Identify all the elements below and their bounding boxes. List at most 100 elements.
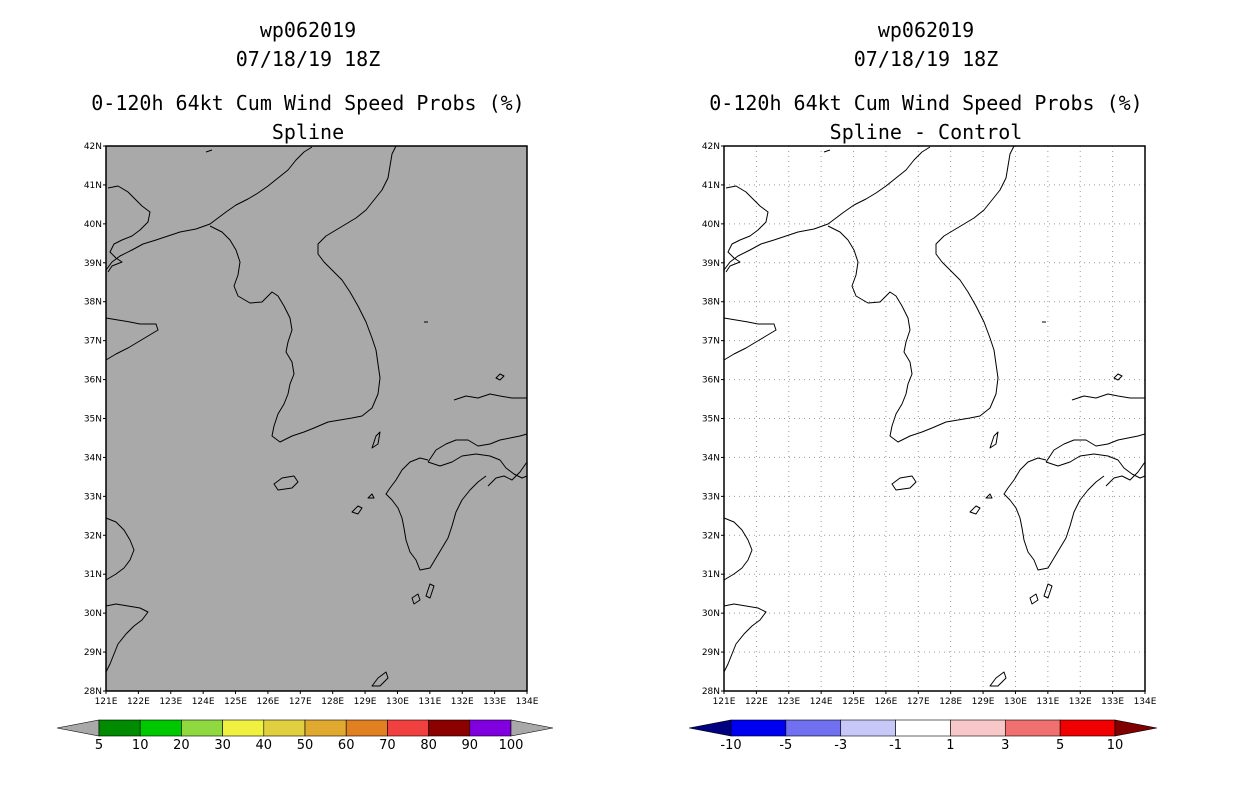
colorbar-label: 40 (256, 738, 273, 753)
lat-label: 35N (702, 415, 720, 425)
lon-label: 126E (256, 697, 279, 707)
lon-label: 131E (1036, 697, 1059, 707)
lat-label: 36N (84, 376, 102, 386)
lon-label: 134E (1134, 697, 1157, 707)
colorbar-label: 5 (95, 738, 103, 753)
colorbar-swatch (98, 719, 141, 737)
lon-label: 129E (972, 697, 995, 707)
lon-label: 122E (127, 697, 150, 707)
colorbar-label: 70 (379, 738, 396, 753)
lat-label: 40N (702, 220, 720, 230)
lat-label: 37N (84, 337, 102, 347)
panel-title-line-2: 07/18/19 18Z (236, 47, 381, 71)
lat-label: 42N (702, 142, 720, 152)
lon-label: 129E (354, 697, 377, 707)
lat-label: 29N (84, 648, 102, 658)
lat-label: 41N (702, 181, 720, 191)
colorbar-label: 50 (297, 738, 314, 753)
colorbar-swatch (222, 719, 265, 737)
lon-label: 131E (418, 697, 441, 707)
colorbar-swatch (1004, 719, 1061, 737)
gridlines (724, 146, 1145, 691)
lon-label: 123E (777, 697, 800, 707)
lat-label: 31N (84, 570, 102, 580)
lat-label: 29N (702, 648, 720, 658)
lon-label: 121E (95, 697, 118, 707)
colorbar-swatch (181, 719, 223, 737)
colorbar-label: 30 (214, 738, 231, 753)
colorbar-label: -10 (720, 738, 741, 753)
lat-label: 30N (84, 609, 102, 619)
panel-title-line-1: wp062019 (260, 18, 356, 42)
lat-label: 40N (84, 220, 102, 230)
lon-label: 130E (386, 697, 409, 707)
colorbar-over-arrow (510, 719, 554, 737)
lat-label: 42N (84, 142, 102, 152)
lon-label: 121E (713, 697, 736, 707)
colorbar-swatch (950, 719, 1006, 737)
colorbar-over-arrow (1114, 719, 1158, 737)
lon-label: 127E (289, 697, 312, 707)
lat-label: 36N (702, 376, 720, 386)
colorbar: 5 10 20 30 40 50 60 70 80 90 100 (56, 719, 554, 753)
colorbar-swatch (1059, 719, 1116, 737)
colorbar-swatch (840, 719, 896, 737)
lat-label: 33N (702, 492, 720, 502)
colorbar-swatch (387, 719, 429, 737)
colorbar-swatch (730, 719, 787, 737)
colorbar-label: 1 (946, 738, 954, 753)
lat-label: 37N (702, 337, 720, 347)
lon-label: 122E (745, 697, 768, 707)
lat-label: 34N (702, 453, 720, 463)
colorbar-label: -5 (779, 738, 792, 753)
map-area (106, 146, 527, 691)
colorbar-label: 80 (420, 738, 437, 753)
colorbar-label: 90 (462, 738, 479, 753)
colorbar-swatch (785, 719, 842, 737)
lon-label: 125E (842, 697, 865, 707)
lat-label: 32N (84, 531, 102, 541)
lat-label: 38N (702, 298, 720, 308)
lon-label: 133E (483, 697, 506, 707)
lat-label: 39N (84, 259, 102, 269)
panel-title-line-3: 0-120h 64kt Cum Wind Speed Probs (%) (91, 91, 524, 115)
map-panel-spline: wp062019 07/18/19 18Z 0-120h 64kt Cum Wind… (56, 18, 554, 753)
lon-label: 134E (516, 697, 539, 707)
lon-label: 130E (1004, 697, 1027, 707)
lat-label: 35N (84, 415, 102, 425)
lat-label: 34N (84, 453, 102, 463)
panel-title-line-1: wp062019 (878, 18, 974, 42)
colorbar-swatch (469, 719, 512, 737)
colorbar-label: 10 (132, 738, 149, 753)
lat-label: 39N (702, 259, 720, 269)
colorbar-swatch (428, 719, 471, 737)
colorbar-swatch (304, 719, 347, 737)
lat-label: 41N (84, 181, 102, 191)
colorbar-swatch (895, 719, 951, 737)
colorbar-label: 10 (1107, 738, 1124, 753)
panel-title-line-4: Spline (272, 120, 344, 144)
colorbar-swatch (263, 719, 306, 737)
lon-label: 124E (810, 697, 833, 707)
lon-label: 132E (1069, 697, 1092, 707)
lat-label: 28N (702, 687, 720, 697)
colorbar-under-arrow (688, 719, 732, 737)
colorbar-swatch (139, 719, 182, 737)
lon-label: 123E (159, 697, 182, 707)
colorbar-swatch (345, 719, 388, 737)
lat-label: 32N (702, 531, 720, 541)
colorbar-label: 60 (338, 738, 355, 753)
lat-label: 38N (84, 298, 102, 308)
colorbar: -10 -5 -3 -1 1 3 5 10 (688, 719, 1158, 753)
lon-label: 132E (451, 697, 474, 707)
colorbar-label: 20 (173, 738, 190, 753)
panel-title-line-2: 07/18/19 18Z (854, 47, 999, 71)
panel-title-line-4: Spline - Control (830, 120, 1023, 144)
colorbar-label: 5 (1056, 738, 1064, 753)
lon-label: 128E (321, 697, 344, 707)
lon-label: 124E (192, 697, 215, 707)
lat-label: 33N (84, 492, 102, 502)
lon-label: 125E (224, 697, 247, 707)
lon-label: 133E (1101, 697, 1124, 707)
